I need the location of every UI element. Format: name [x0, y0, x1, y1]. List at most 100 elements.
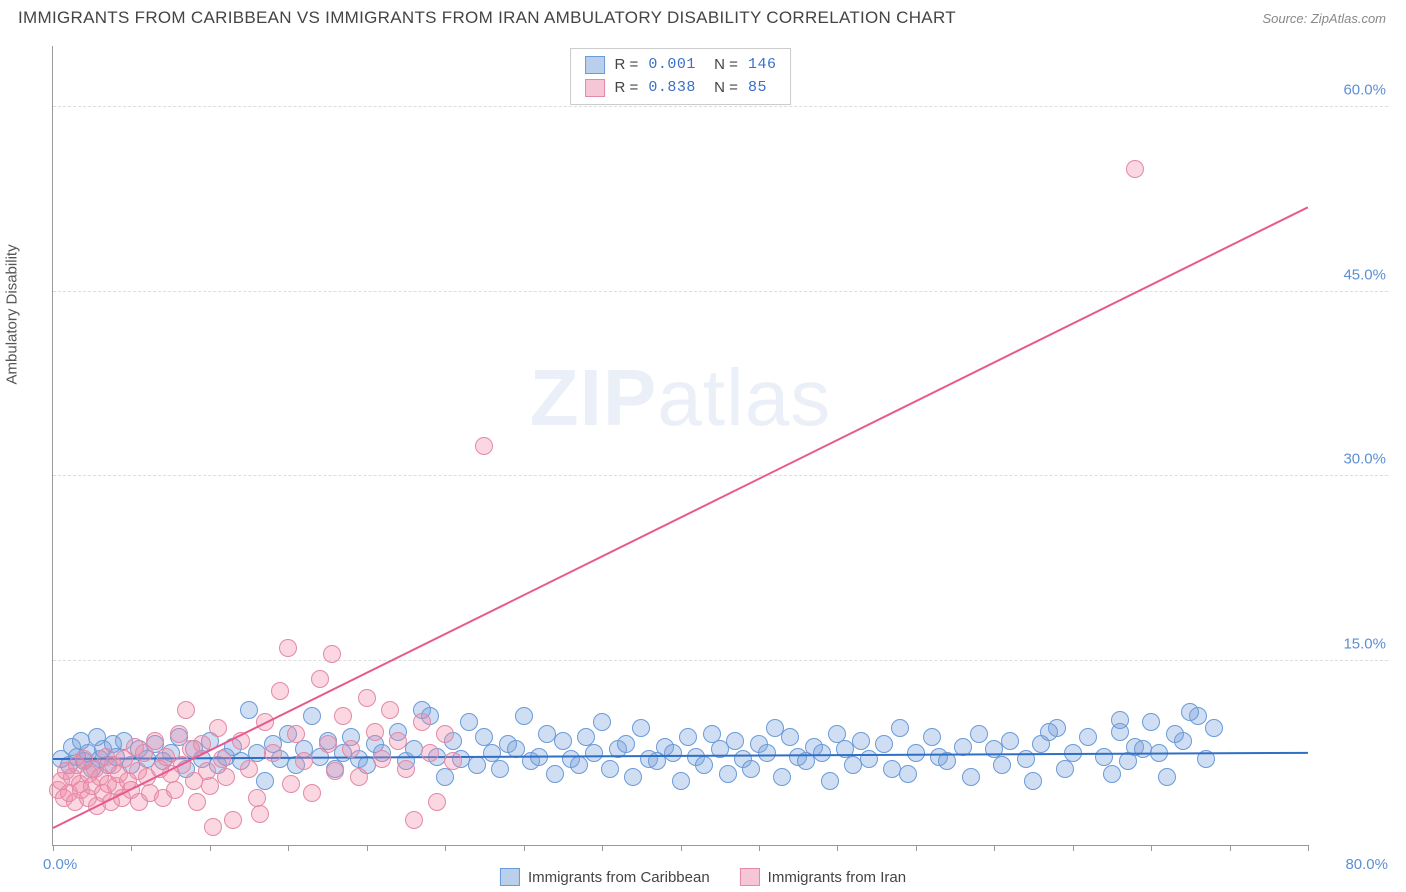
data-point: [251, 805, 269, 823]
x-max-label: 80.0%: [1345, 856, 1388, 873]
x-tick: [1151, 845, 1152, 851]
data-point: [679, 728, 697, 746]
x-tick: [759, 845, 760, 851]
data-point: [373, 750, 391, 768]
data-point: [554, 732, 572, 750]
legend-bottom: Immigrants from Caribbean Immigrants from…: [500, 868, 906, 886]
data-point: [773, 768, 791, 786]
data-point: [303, 784, 321, 802]
data-point: [264, 744, 282, 762]
data-point: [366, 723, 384, 741]
data-point: [1040, 723, 1058, 741]
x-tick: [445, 845, 446, 851]
data-point: [624, 768, 642, 786]
data-point: [311, 670, 329, 688]
data-point: [342, 740, 360, 758]
data-point: [240, 760, 258, 778]
data-point: [1001, 732, 1019, 750]
data-point: [1134, 740, 1152, 758]
data-point: [295, 752, 313, 770]
data-point: [813, 744, 831, 762]
r-value: 0.001: [648, 54, 696, 77]
data-point: [1205, 719, 1223, 737]
data-point: [279, 639, 297, 657]
gridline: [53, 291, 1388, 292]
data-point: [146, 732, 164, 750]
data-point: [405, 811, 423, 829]
x-tick: [524, 845, 525, 851]
chart-header: IMMIGRANTS FROM CARIBBEAN VS IMMIGRANTS …: [0, 0, 1406, 32]
data-point: [256, 772, 274, 790]
plot-area: ZIPatlas R = 0.001 N = 146R = 0.838 N = …: [52, 46, 1308, 846]
data-point: [899, 765, 917, 783]
x-tick: [131, 845, 132, 851]
n-label: N =: [706, 77, 738, 100]
data-point: [475, 437, 493, 455]
data-point: [515, 707, 533, 725]
data-point: [1095, 748, 1113, 766]
x-tick: [602, 845, 603, 851]
data-point: [460, 713, 478, 731]
x-tick: [1230, 845, 1231, 851]
data-point: [1103, 765, 1121, 783]
data-point: [1111, 711, 1129, 729]
chart-title: IMMIGRANTS FROM CARIBBEAN VS IMMIGRANTS …: [18, 8, 956, 28]
data-point: [166, 781, 184, 799]
data-point: [326, 762, 344, 780]
data-point: [742, 760, 760, 778]
legend-label: Immigrants from Caribbean: [528, 869, 710, 886]
data-point: [719, 765, 737, 783]
data-point: [436, 725, 454, 743]
x-tick: [210, 845, 211, 851]
y-tick-label: 45.0%: [1343, 266, 1386, 283]
data-point: [1126, 160, 1144, 178]
x-min-label: 0.0%: [43, 856, 77, 873]
data-point: [217, 768, 235, 786]
legend-stat-row: R = 0.001 N = 146: [585, 54, 777, 77]
data-point: [444, 752, 462, 770]
data-point: [875, 735, 893, 753]
data-point: [397, 760, 415, 778]
data-point: [428, 793, 446, 811]
legend-swatch: [500, 868, 520, 886]
data-point: [664, 744, 682, 762]
data-point: [970, 725, 988, 743]
data-point: [570, 756, 588, 774]
legend-label: Immigrants from Iran: [768, 869, 906, 886]
data-point: [695, 756, 713, 774]
x-tick: [994, 845, 995, 851]
x-tick: [681, 845, 682, 851]
data-point: [1166, 725, 1184, 743]
data-point: [319, 735, 337, 753]
legend-item: Immigrants from Caribbean: [500, 868, 710, 886]
data-point: [1181, 703, 1199, 721]
data-point: [413, 713, 431, 731]
data-point: [358, 689, 376, 707]
data-point: [601, 760, 619, 778]
data-point: [891, 719, 909, 737]
data-point: [962, 768, 980, 786]
data-point: [303, 707, 321, 725]
data-point: [436, 768, 454, 786]
data-point: [585, 744, 603, 762]
data-point: [188, 793, 206, 811]
legend-stats: R = 0.001 N = 146R = 0.838 N = 85: [570, 48, 792, 105]
y-tick-label: 15.0%: [1343, 635, 1386, 652]
data-point: [240, 701, 258, 719]
data-point: [350, 768, 368, 786]
data-point: [209, 719, 227, 737]
gridline: [53, 475, 1388, 476]
x-tick: [1308, 845, 1309, 851]
chart-area: Ambulatory Disability ZIPatlas R = 0.001…: [22, 36, 1398, 856]
legend-swatch: [740, 868, 760, 886]
data-point: [821, 772, 839, 790]
data-point: [672, 772, 690, 790]
data-point: [287, 725, 305, 743]
data-point: [617, 735, 635, 753]
data-point: [1056, 760, 1074, 778]
data-point: [381, 701, 399, 719]
y-tick-label: 30.0%: [1343, 451, 1386, 468]
data-point: [632, 719, 650, 737]
data-point: [860, 750, 878, 768]
data-point: [593, 713, 611, 731]
